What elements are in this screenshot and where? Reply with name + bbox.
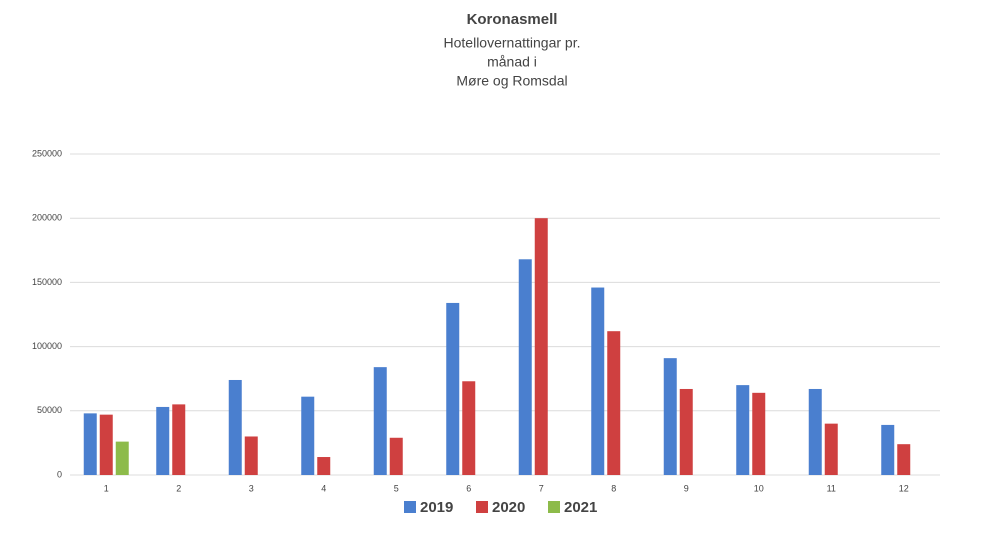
x-tick-label: 1 <box>104 483 109 493</box>
bar <box>156 406 170 475</box>
bar <box>897 444 911 475</box>
bar <box>534 218 548 475</box>
bar <box>881 424 895 475</box>
x-tick-label: 10 <box>754 483 764 493</box>
bar <box>373 367 387 475</box>
y-tick-label: 250000 <box>32 148 62 158</box>
x-tick-label: 5 <box>394 483 399 493</box>
bar <box>301 396 315 475</box>
bar <box>228 379 242 475</box>
bar <box>99 414 113 475</box>
x-tick-label: 8 <box>611 483 616 493</box>
bar <box>446 302 460 475</box>
bar <box>752 392 766 475</box>
bar <box>663 358 677 475</box>
legend-swatch <box>548 501 560 513</box>
bar <box>808 388 822 475</box>
bar <box>824 423 838 475</box>
bar <box>172 404 186 475</box>
bar <box>317 457 331 475</box>
y-tick-label: 200000 <box>32 213 62 223</box>
bar <box>462 381 476 475</box>
chart-subtitle: Hotellovernattingar pr. <box>444 35 581 51</box>
x-tick-label: 12 <box>899 483 909 493</box>
y-tick-label: 0 <box>57 469 62 479</box>
x-tick-label: 7 <box>539 483 544 493</box>
x-tick-label: 3 <box>249 483 254 493</box>
legend-label: 2020 <box>492 499 525 516</box>
legend-label: 2019 <box>420 499 453 516</box>
bar <box>518 259 532 475</box>
bar <box>591 287 605 475</box>
legend-swatch <box>476 501 488 513</box>
bar <box>736 385 750 475</box>
bar <box>244 436 258 475</box>
x-tick-label: 6 <box>466 483 471 493</box>
legend-swatch <box>404 501 416 513</box>
y-tick-label: 50000 <box>37 405 62 415</box>
x-tick-label: 2 <box>176 483 181 493</box>
x-tick-label: 9 <box>684 483 689 493</box>
chart-title: Koronasmell <box>467 11 558 28</box>
x-tick-label: 11 <box>827 483 836 493</box>
chart-subtitle: månad i <box>487 54 537 70</box>
bar <box>115 441 129 475</box>
bar <box>389 437 403 475</box>
legend-label: 2021 <box>564 499 597 516</box>
y-tick-label: 150000 <box>32 277 62 287</box>
y-tick-label: 100000 <box>32 341 62 351</box>
bar <box>83 413 97 475</box>
bar <box>607 331 621 475</box>
chart-subtitle: Møre og Romsdal <box>456 73 567 89</box>
x-tick-label: 4 <box>321 483 326 493</box>
bar <box>679 388 693 475</box>
